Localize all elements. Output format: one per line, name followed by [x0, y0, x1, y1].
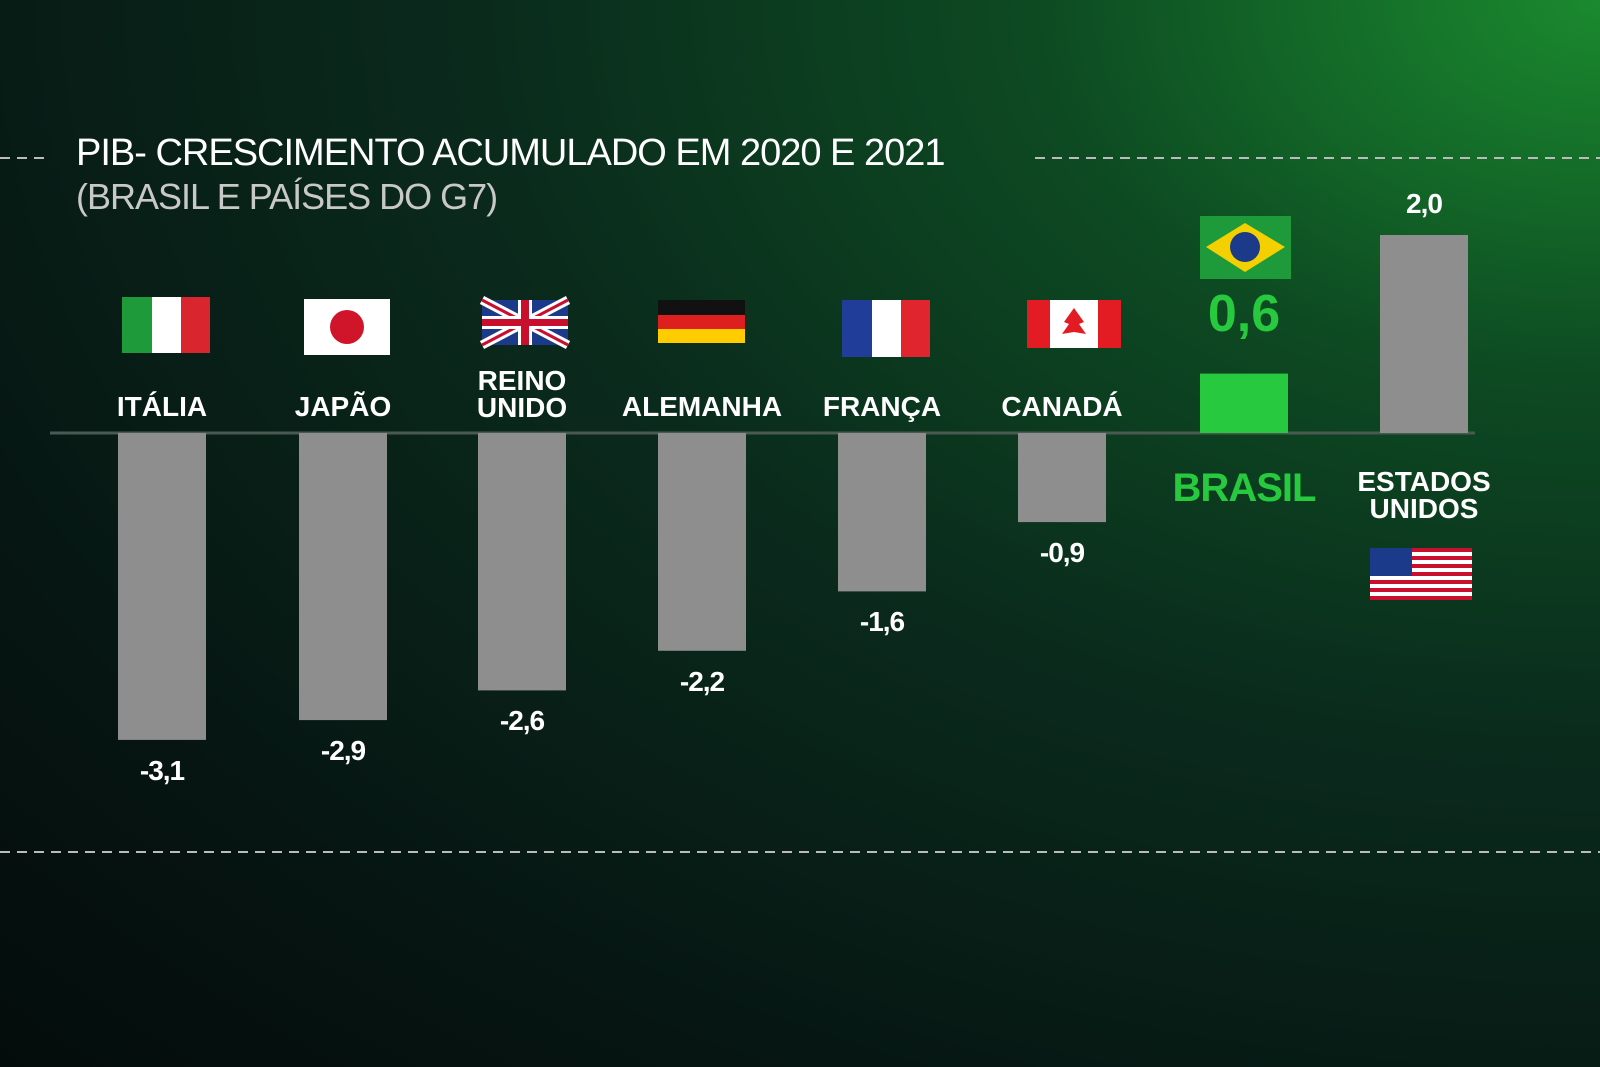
- value-label: 2,0: [1406, 188, 1443, 219]
- category-label: JAPÃO: [294, 391, 392, 422]
- chart-subtitle: (BRASIL E PAÍSES DO G7): [76, 176, 498, 217]
- flag-usa: [1370, 548, 1472, 600]
- flag-germany: [658, 300, 745, 343]
- bar: [118, 433, 206, 740]
- bar: [838, 433, 926, 592]
- value-label: -2,6: [499, 705, 545, 737]
- value-label: -3,1: [139, 754, 185, 786]
- value-label: -2,2: [679, 665, 725, 697]
- value-label: 0,6: [1207, 284, 1281, 343]
- bar: [658, 433, 746, 651]
- category-label: ITÁLIA: [116, 391, 208, 422]
- category-label: FRANÇA: [822, 391, 942, 422]
- chart-title: PIB- CRESCIMENTO ACUMULADO EM 2020 E 202…: [76, 132, 945, 174]
- flag-uk: [479, 296, 571, 349]
- category-label: CANADÁ: [1001, 391, 1123, 422]
- bar: [1200, 373, 1288, 433]
- flag-france: [842, 300, 930, 357]
- value-label: -1,6: [859, 606, 905, 638]
- bar: [299, 433, 387, 721]
- bar: [478, 433, 566, 691]
- flag-canada: [1027, 300, 1121, 348]
- category-label: ESTADOS UNIDOS: [1357, 466, 1491, 524]
- bar: [1018, 433, 1106, 523]
- flag-italy: [122, 297, 210, 353]
- category-label: ALEMANHA: [621, 391, 783, 422]
- category-label: BRASIL: [1172, 466, 1317, 510]
- category-label: REINO UNIDO: [476, 365, 568, 423]
- value-label: -2,9: [320, 735, 366, 767]
- flag-brazil: [1200, 216, 1291, 279]
- bar: [1380, 235, 1468, 433]
- value-label: -0,9: [1039, 537, 1085, 569]
- flag-japan: [304, 299, 390, 355]
